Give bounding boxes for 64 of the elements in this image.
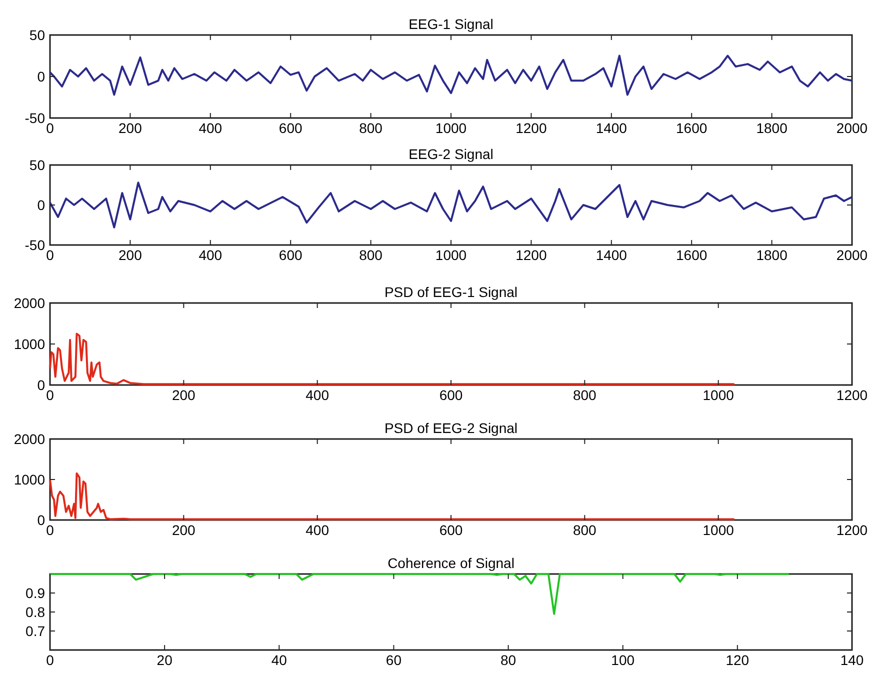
x-tick-label: 600: [278, 120, 302, 136]
x-tick-label: 400: [198, 120, 222, 136]
x-tick-label: 80: [500, 652, 516, 668]
y-tick-label: -50: [24, 110, 46, 126]
y-tick-label: 50: [29, 157, 46, 173]
y-tick-label: 2000: [14, 295, 46, 311]
line-series: [49, 332, 736, 386]
x-tick-label: 1600: [676, 247, 708, 263]
chart-title: EEG-2 Signal: [408, 146, 494, 162]
chart-title: PSD of EEG-2 Signal: [384, 420, 518, 436]
chart-title: EEG-1 Signal: [408, 16, 494, 32]
x-tick-label: 800: [359, 120, 383, 136]
x-tick-label: 1200: [836, 522, 868, 538]
y-tick-label: 0.8: [26, 604, 46, 620]
x-tick-label: 200: [118, 120, 142, 136]
x-tick-label: 1400: [596, 120, 628, 136]
y-tick-label: 0: [37, 512, 46, 528]
x-tick-label: 1600: [676, 120, 708, 136]
line-series: [49, 472, 736, 520]
y-tick-label: -50: [24, 237, 46, 253]
x-tick-label: 100: [611, 652, 635, 668]
line-series: [49, 182, 853, 228]
x-tick-label: 400: [198, 247, 222, 263]
x-tick-label: 800: [572, 387, 597, 403]
x-tick-label: 600: [278, 247, 302, 263]
x-tick-label: 1800: [756, 247, 788, 263]
x-tick-label: 400: [306, 522, 330, 538]
x-tick-label: 20: [156, 652, 173, 668]
x-tick-label: 600: [439, 522, 463, 538]
y-tick-label: 50: [29, 27, 46, 43]
x-tick-label: 1200: [516, 120, 547, 136]
y-tick-label: 1000: [14, 336, 46, 352]
x-tick-label: 1400: [596, 247, 628, 263]
y-tick-label: 0.7: [26, 623, 46, 639]
x-tick-label: 40: [271, 652, 288, 668]
x-tick-label: 600: [439, 387, 463, 403]
y-tick-label: 0.9: [26, 585, 46, 601]
x-tick-label: 120: [726, 652, 750, 668]
x-tick-label: 800: [572, 522, 597, 538]
x-tick-label: 1000: [435, 247, 467, 263]
x-tick-label: 200: [172, 522, 196, 538]
x-tick-label: 1200: [836, 387, 868, 403]
y-tick-label: 0: [37, 197, 46, 213]
x-tick-label: 1800: [756, 120, 788, 136]
x-tick-label: 2000: [836, 247, 868, 263]
x-tick-label: 1000: [702, 387, 734, 403]
y-tick-label: 1000: [14, 472, 46, 488]
x-tick-label: 200: [118, 247, 142, 263]
x-tick-label: 400: [306, 387, 330, 403]
y-tick-label: 0: [37, 377, 46, 393]
x-tick-label: 1200: [516, 247, 547, 263]
chart-title: PSD of EEG-1 Signal: [384, 284, 518, 300]
x-tick-label: 1000: [702, 522, 734, 538]
line-series: [49, 54, 853, 96]
chart-title: Coherence of Signal: [388, 555, 514, 571]
line-series: [49, 573, 790, 615]
x-tick-label: 1000: [435, 120, 467, 136]
y-tick-label: 2000: [14, 431, 46, 447]
x-tick-label: 200: [172, 387, 196, 403]
x-tick-label: 60: [386, 652, 402, 668]
x-tick-label: 800: [359, 247, 383, 263]
y-tick-label: 0: [37, 68, 46, 84]
x-tick-label: 2000: [836, 120, 868, 136]
x-tick-label: 140: [840, 652, 864, 668]
